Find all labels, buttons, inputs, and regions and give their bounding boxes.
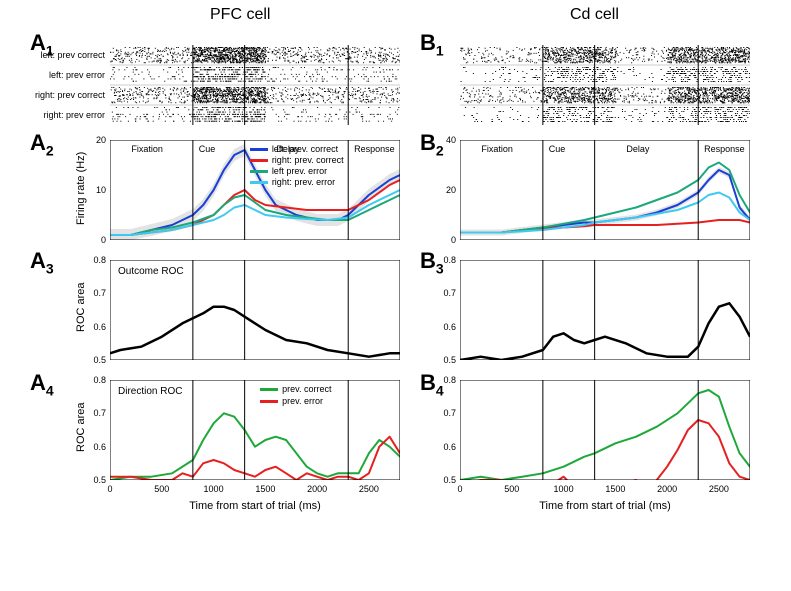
B1-raster [460,45,750,125]
tick-label: 0 [445,484,475,494]
tick-label: 40 [426,135,456,145]
epoch-B2-firing-0: Fixation [481,144,513,154]
xlabel-right: Time from start of trial (ms) [510,500,700,512]
epoch-B2-firing-2: Delay [626,144,649,154]
tick-label: 0.6 [426,442,456,452]
tick-label: 1500 [600,484,630,494]
figure-root: PFC cell Cd cell A1 A2 A3 A4 B1 B2 B3 B4… [0,0,791,591]
tick-label: 2500 [354,484,384,494]
epoch-B2-firing-1: Cue [549,144,566,154]
B2-firing [460,140,750,240]
tick-label: 10 [76,185,106,195]
col-title-left: PFC cell [210,6,270,24]
B3-roc [460,260,750,360]
tick-label: 0.5 [426,355,456,365]
legend-direction-1: prev. error [260,396,323,406]
tick-label: 0.7 [426,408,456,418]
annot-outcome: Outcome ROC [118,266,184,277]
tick-label: 0.6 [76,442,106,452]
tick-label: 0.7 [76,288,106,298]
tick-label: 20 [76,135,106,145]
tick-label: 0.8 [426,375,456,385]
legend-firing-0: left: prev. correct [250,144,338,154]
raster-label-1: left: prev error [15,70,105,80]
raster-label-0: left: prev correct [15,50,105,60]
annot-direction: Direction ROC [118,386,182,397]
tick-label: 20 [426,185,456,195]
xlabel-left: Time from start of trial (ms) [160,500,350,512]
tick-label: 0.8 [76,375,106,385]
epoch-B2-firing-3: Response [704,144,745,154]
tick-label: 2500 [704,484,734,494]
tick-label: 0.8 [426,255,456,265]
col-title-right: Cd cell [570,6,619,24]
legend-firing-2: left prev. error [250,166,327,176]
legend-direction-0: prev. correct [260,384,331,394]
A1-raster [110,45,400,125]
tick-label: 0.7 [76,408,106,418]
tick-label: 500 [497,484,527,494]
raster-label-2: right: prev correct [15,90,105,100]
tick-label: 2000 [302,484,332,494]
tick-label: 500 [147,484,177,494]
tick-label: 0 [95,484,125,494]
label-A3: A3 [30,248,54,276]
label-B1: B1 [420,30,444,58]
label-A2: A2 [30,130,54,158]
tick-label: 1500 [250,484,280,494]
label-A4: A4 [30,370,54,398]
tick-label: 0.8 [76,255,106,265]
tick-label: 0.5 [76,355,106,365]
tick-label: 1000 [199,484,229,494]
epoch-A2-firing-0: Fixation [131,144,163,154]
tick-label: 1000 [549,484,579,494]
tick-label: 0 [76,235,106,245]
tick-label: 0 [426,235,456,245]
raster-label-3: right: prev error [15,110,105,120]
legend-firing-3: right: prev. error [250,177,335,187]
legend-firing-1: right: prev. correct [250,155,344,165]
epoch-A2-firing-1: Cue [199,144,216,154]
tick-label: 2000 [652,484,682,494]
tick-label: 0.6 [76,322,106,332]
tick-label: 0.7 [426,288,456,298]
epoch-A2-firing-3: Response [354,144,395,154]
B4-direction [460,380,750,480]
tick-label: 0.6 [426,322,456,332]
